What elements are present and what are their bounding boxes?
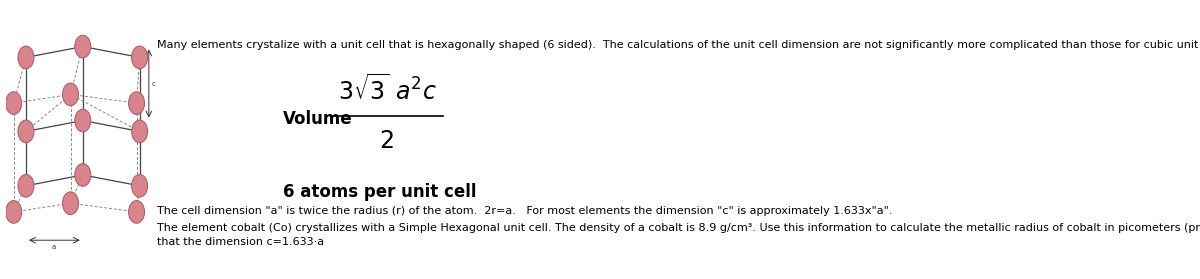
Circle shape bbox=[6, 201, 22, 223]
Text: 6 atoms per unit cell: 6 atoms per unit cell bbox=[283, 184, 476, 201]
Circle shape bbox=[128, 92, 144, 114]
Text: $3\sqrt{3}\ a^2c$: $3\sqrt{3}\ a^2c$ bbox=[337, 74, 437, 105]
Text: The element cobalt (Co) crystallizes with a Simple Hexagonal unit cell. The dens: The element cobalt (Co) crystallizes wit… bbox=[157, 223, 1200, 233]
Circle shape bbox=[132, 46, 148, 69]
Text: that the dimension c=1.633·a: that the dimension c=1.633·a bbox=[157, 237, 324, 247]
Text: Many elements crystalize with a unit cell that is hexagonally shaped (6 sided). : Many elements crystalize with a unit cel… bbox=[157, 40, 1200, 50]
Circle shape bbox=[18, 46, 34, 69]
Circle shape bbox=[62, 83, 78, 106]
Circle shape bbox=[62, 192, 78, 215]
Text: c: c bbox=[152, 81, 156, 86]
Circle shape bbox=[18, 174, 34, 197]
Circle shape bbox=[74, 109, 91, 132]
Text: The cell dimension "a" is twice the radius (r) of the atom.  2r=a.   For most el: The cell dimension "a" is twice the radi… bbox=[157, 206, 893, 216]
Circle shape bbox=[132, 174, 148, 197]
Circle shape bbox=[18, 120, 34, 143]
Circle shape bbox=[128, 201, 144, 223]
Circle shape bbox=[132, 120, 148, 143]
Circle shape bbox=[6, 92, 22, 114]
Text: 2: 2 bbox=[379, 129, 395, 153]
Text: Volume: Volume bbox=[283, 110, 353, 128]
Text: a: a bbox=[52, 244, 55, 250]
Circle shape bbox=[74, 163, 91, 186]
Circle shape bbox=[74, 35, 91, 58]
